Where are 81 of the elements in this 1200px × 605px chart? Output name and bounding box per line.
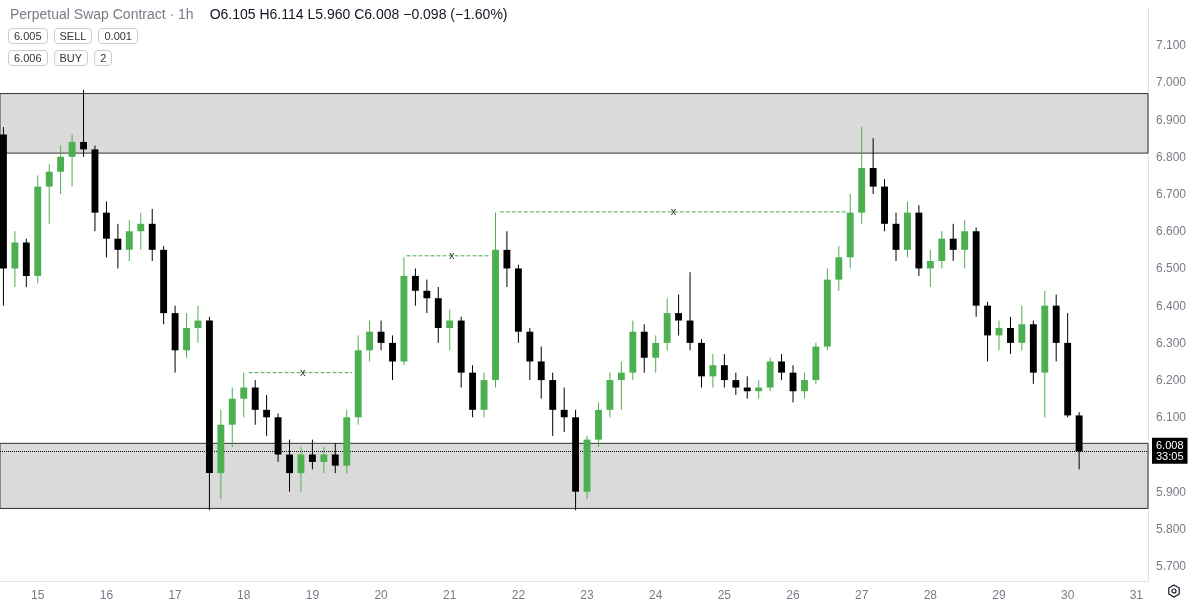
chart-title: Perpetual Swap Contract · 1h: [10, 6, 194, 22]
candlestick: [949, 223, 957, 262]
x-tick-label: 29: [992, 588, 1006, 602]
candlestick: [45, 163, 53, 225]
y-tick-label: 6.500: [1156, 261, 1187, 276]
x-tick-label: 24: [649, 588, 663, 602]
y-tick-label: 6.300: [1156, 335, 1187, 350]
candlestick: [137, 212, 145, 251]
candlestick: [1007, 316, 1014, 355]
candlestick: [869, 137, 877, 195]
candlestick: [675, 294, 683, 336]
y-tick-label: 6.700: [1156, 187, 1187, 202]
x-tick-label: 23: [580, 588, 595, 602]
y-tick-label: 5.700: [1156, 559, 1187, 574]
x-tick-label: 28: [923, 588, 938, 602]
x-tick-label: 16: [99, 588, 114, 602]
candlestick: [240, 372, 248, 418]
annotation: 0.001: [98, 28, 138, 44]
annotation: BUY: [53, 50, 89, 66]
y-tick-label: 6.400: [1156, 298, 1187, 313]
annotation: x: [670, 204, 677, 217]
annotation: x: [300, 365, 307, 378]
y-tick-label: 6.600: [1156, 224, 1187, 239]
x-tick-label: 27: [855, 588, 869, 602]
x-tick-label: 25: [717, 588, 732, 602]
candlestick: [446, 308, 454, 351]
candlestick: [1018, 305, 1026, 351]
y-tick-label: 6.200: [1156, 373, 1187, 388]
candlestick: [926, 249, 934, 288]
candlestick: [652, 334, 660, 374]
y-tick-label: 5.900: [1156, 484, 1187, 499]
candlestick: [503, 230, 511, 288]
annotation: 6.005: [8, 28, 48, 44]
candlestick: [411, 267, 419, 307]
candlestick: [125, 219, 133, 262]
candlestick: [537, 346, 545, 400]
candlestick: [961, 219, 969, 269]
candlestick: [251, 379, 259, 426]
candlestick: [423, 279, 431, 314]
candlestick: [720, 353, 728, 389]
x-tick-label: 30: [1060, 588, 1075, 602]
candlestick: [297, 446, 305, 493]
candlestick: [377, 320, 385, 351]
annotation: SELL: [53, 28, 93, 44]
y-tick-label: 7.000: [1156, 75, 1187, 90]
candlestick: [801, 372, 808, 400]
annotation: x: [449, 248, 456, 261]
y-tick-label: 6.800: [1156, 149, 1187, 164]
x-tick-label: 17: [168, 588, 183, 602]
x-tick-label: 31: [1129, 588, 1144, 602]
candlestick: [709, 353, 717, 389]
y-tick-label: 7.100: [1156, 38, 1187, 53]
candlestick: [320, 446, 328, 474]
candlestick: [57, 145, 65, 195]
candlestick: [366, 320, 374, 362]
candlestick: [183, 312, 190, 359]
x-tick-label: 18: [237, 588, 251, 602]
annotation: 2: [94, 50, 113, 66]
x-tick-label: 22: [511, 588, 526, 602]
annotation: 6.006: [8, 50, 48, 66]
candlestick: [778, 353, 785, 381]
candlestick: [560, 387, 568, 433]
x-tick-label: 26: [786, 588, 801, 602]
candlestick: [389, 334, 396, 381]
candlestick: [80, 89, 87, 158]
candlestick: [114, 223, 122, 269]
candlestick: [263, 394, 271, 437]
candlestick: [938, 230, 946, 269]
y-tick-label: 5.800: [1156, 521, 1187, 536]
chart-subtitle: O6.105 H6.114 L5.960 C6.008 −0.098 (−1.60%): [209, 6, 508, 22]
candlestick: [732, 372, 740, 396]
y-tick-label: 6.900: [1156, 112, 1187, 127]
x-tick-label: 20: [374, 588, 389, 602]
candlestick: [835, 245, 843, 292]
candlestick: [617, 360, 625, 411]
y-tick-label: 6.100: [1156, 410, 1187, 425]
x-tick-label: 19: [305, 588, 320, 602]
candlestick: [68, 134, 76, 188]
ref-line-label: 6.008 33:05: [1156, 439, 1184, 463]
x-tick-label: 21: [443, 588, 457, 602]
x-tick-label: 15: [31, 588, 45, 602]
